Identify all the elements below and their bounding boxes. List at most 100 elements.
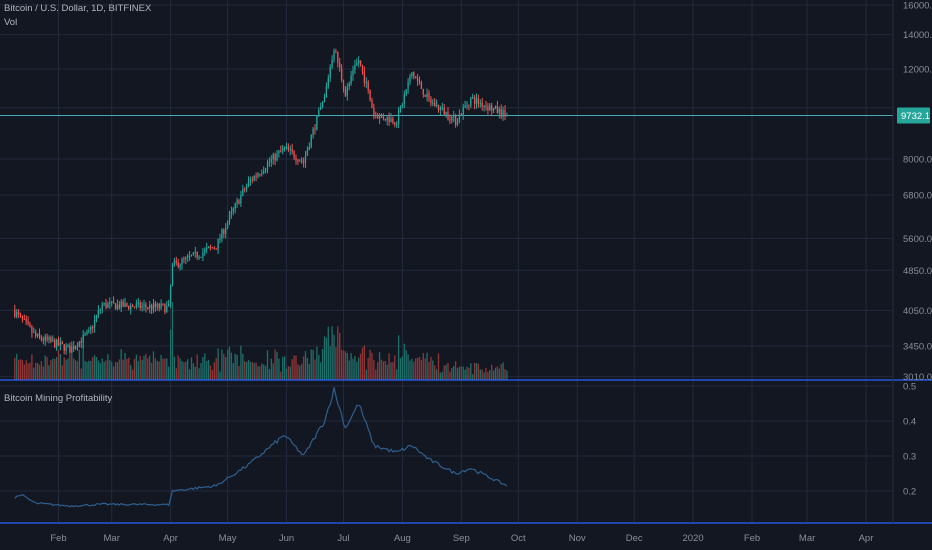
volume-bar [236,354,238,380]
volume-bar [263,364,265,380]
candle-body [432,102,434,104]
candle-body [354,65,356,70]
candle-body [451,116,453,121]
time-tick-label: Aug [394,533,411,544]
volume-bar [255,362,257,380]
candle-body [310,135,312,147]
volume-bar [257,366,259,380]
time-tick-label: Nov [569,533,586,544]
volume-bar [209,365,212,380]
candle-body [101,304,103,310]
candle-body [215,248,217,250]
volume-bar [473,362,476,380]
candle-body [52,340,54,342]
volume-bar [156,360,158,380]
candle-body [128,305,130,309]
candle-body [329,67,331,79]
candle-body [257,173,259,177]
candle-body [234,203,236,209]
volume-bar [397,335,400,380]
volume-bar [145,353,147,380]
price-axis-labels[interactable]: 16000.0 14000.0 12000.0 8000.0 6800.0 5600.0 4… [903,1,932,383]
volume-bar [280,371,282,380]
volume-bar [283,356,286,380]
volume-bar [107,354,109,380]
candle-body [181,258,183,265]
candle-body [213,248,215,250]
candle-body [282,147,284,151]
candle-body [196,251,198,258]
symbol-title[interactable]: Bitcoin / U.S. Dollar, 1D, BITFINEX [4,3,152,14]
volume-bar [97,360,100,380]
volume-bar [31,354,33,380]
candle-body [342,79,345,90]
indicator-title[interactable]: Bitcoin Mining Profitability [4,393,113,404]
candle-body [278,150,280,154]
volume-bar [297,364,299,380]
candle-body [145,304,147,308]
volume-bar [71,348,73,380]
candle-body [320,107,322,110]
candle-body [434,102,436,107]
volume-bar [483,372,485,380]
volume-bar [166,358,168,380]
volume-bar [416,357,419,380]
candle-body [272,154,274,160]
volume-bar [238,366,240,380]
candle-body [344,89,347,96]
candle-body [242,189,244,196]
time-axis-labels[interactable]: Feb Mar Apr May Jun Jul Aug Sep Oct Nov Dec 2020 Feb… [50,533,873,544]
candle-body [253,176,255,181]
candle-body [169,284,172,304]
volume-bar [109,360,111,380]
candle-body [430,98,432,104]
candle-body [327,78,329,87]
candle-body [50,337,52,342]
volume-bar [272,363,274,380]
candle-body [466,105,468,107]
candle-body [401,103,404,107]
candle-body [105,302,107,308]
volume-bar [367,357,369,380]
volume-bar [479,369,481,380]
indicator-axis-labels[interactable]: 0.5 0.4 0.3 0.2 [903,382,916,498]
candle-body [48,337,50,340]
candle-body [198,256,200,258]
volume-bar [333,334,335,380]
candle-body [171,263,174,285]
candle-body [166,305,168,312]
time-tick-label: Dec [626,533,643,544]
candle-body [439,108,442,111]
volume-bar [295,355,297,380]
volume-bar [342,350,345,380]
candle-body [160,303,162,309]
volume-bar [61,365,63,380]
volume-label[interactable]: Vol [4,17,18,28]
volume-bar [135,354,138,380]
volume-bar [432,360,434,380]
volume-bar [223,353,225,380]
volume-bar [312,349,314,380]
candle-body [437,104,440,111]
candle-body [407,82,409,90]
candle-body [261,172,263,175]
volume-bar [261,363,263,380]
candle-body [120,301,122,309]
candle-body [188,255,191,257]
price-tag-label: 9732.1 [901,111,930,122]
candle-body [147,307,149,309]
volume-bar [323,336,326,380]
volume-bar [35,362,37,380]
candle-body [356,63,358,66]
candle-body [502,110,504,117]
volume-bar [346,352,348,380]
candle-body [46,336,48,340]
candle-body [454,115,457,125]
volume-bar [230,352,233,380]
candle-body [255,176,257,178]
candle-body [200,256,202,258]
candle-body [247,180,250,186]
candle-body [447,112,449,120]
volume-bar [453,366,455,380]
